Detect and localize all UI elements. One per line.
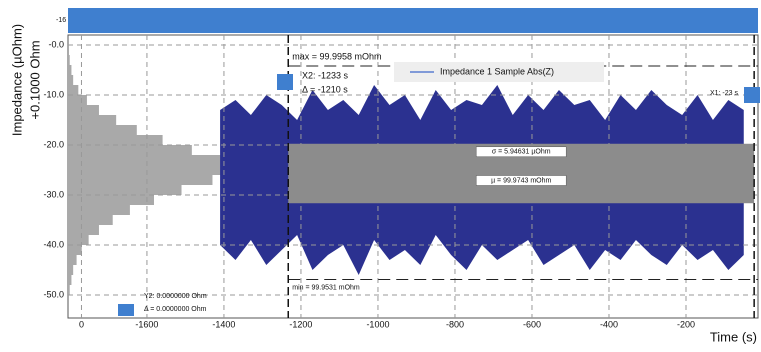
y-tick-label: -20.0 bbox=[43, 139, 64, 149]
x-tick-label: -1000 bbox=[366, 319, 389, 329]
x-tick-label: 0 bbox=[79, 319, 84, 329]
histogram-bar bbox=[68, 205, 130, 215]
y-tick-label: -0.0 bbox=[48, 39, 64, 49]
y-tick-label: -30.0 bbox=[43, 189, 64, 199]
max-label: max = 99.9958 mOhm bbox=[292, 51, 381, 61]
histogram-bar bbox=[68, 175, 213, 185]
histogram-bar bbox=[68, 235, 89, 245]
histogram-bar bbox=[68, 135, 163, 145]
cursor-x2-marker bbox=[277, 74, 293, 90]
y-axis-label: Impedance (µOhm) bbox=[9, 24, 24, 136]
histogram-bar bbox=[68, 115, 117, 125]
cursor-x1-marker bbox=[744, 87, 760, 103]
histogram-bar bbox=[68, 255, 77, 265]
histogram-bar bbox=[68, 125, 137, 135]
x-tick-label: -1600 bbox=[135, 319, 158, 329]
cursor-x2-label: X2: -1233 s bbox=[302, 70, 349, 80]
y-axis-label-offset: +0.1000 Ohm bbox=[27, 40, 42, 119]
cursor-y2-marker bbox=[118, 304, 134, 316]
histogram-bar bbox=[68, 245, 82, 255]
histogram-bar bbox=[68, 55, 70, 65]
histogram-bar bbox=[68, 265, 74, 275]
x-tick-label: -600 bbox=[523, 319, 541, 329]
min-label: min = 99.9531 mOhm bbox=[292, 284, 360, 291]
sigma-label: σ = 5.94631 µOhm bbox=[492, 149, 551, 156]
x-tick-label: -1400 bbox=[212, 319, 235, 329]
x-tick-label: -200 bbox=[677, 319, 695, 329]
histogram-bar bbox=[68, 195, 154, 205]
sigma-label-box bbox=[475, 146, 567, 158]
histogram-bar bbox=[68, 105, 99, 115]
top-bar-label: -16 bbox=[56, 17, 66, 24]
histogram-bar bbox=[68, 165, 240, 175]
x-tick-label: -1200 bbox=[289, 319, 312, 329]
cursor-y2-label: Y2: 0.0000000 Ohm bbox=[144, 293, 207, 300]
histogram-bar bbox=[68, 215, 113, 225]
mean-label-box bbox=[475, 175, 567, 186]
histogram-bar bbox=[68, 285, 70, 295]
y-tick-label: -50.0 bbox=[43, 289, 64, 299]
mean-label: µ = 99.9743 mOhm bbox=[491, 177, 551, 184]
histogram-bar bbox=[68, 225, 99, 235]
cursor-dx-label: Δ = -1210 s bbox=[302, 84, 348, 94]
histogram-bar bbox=[68, 85, 79, 95]
histogram-bar bbox=[68, 145, 192, 155]
cursor-dy-label: Δ = 0.0000000 Ohm bbox=[144, 306, 207, 313]
legend-box bbox=[394, 62, 604, 82]
histogram-bar bbox=[68, 65, 72, 75]
legend-label: Impedance 1 Sample Abs(Z) bbox=[440, 66, 554, 76]
top-bar bbox=[68, 8, 758, 33]
x-tick-label: -400 bbox=[600, 319, 618, 329]
histogram-bar bbox=[68, 95, 87, 105]
y-tick-label: -40.0 bbox=[43, 239, 64, 249]
x-tick-label: -800 bbox=[446, 319, 464, 329]
y-tick-label: -10.0 bbox=[43, 89, 64, 99]
histogram-bar bbox=[68, 275, 72, 285]
cursor-x1-label: X1: -23 s bbox=[710, 90, 739, 97]
histogram-bar bbox=[68, 75, 74, 85]
x-axis-label: Time (s) bbox=[710, 329, 757, 344]
histogram-bar bbox=[68, 185, 182, 195]
histogram-bar bbox=[68, 155, 223, 165]
